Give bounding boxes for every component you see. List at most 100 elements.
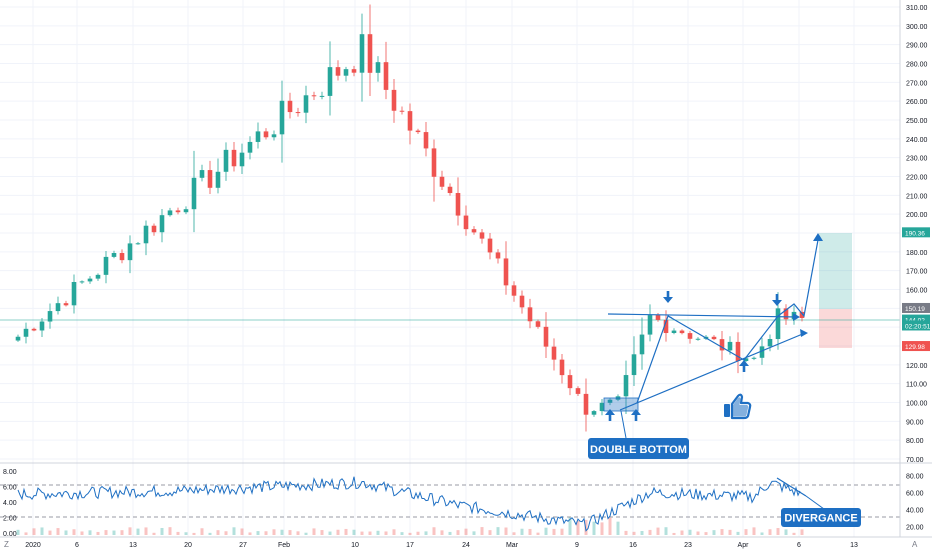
volume-bar bbox=[280, 529, 284, 535]
projection-path[interactable] bbox=[777, 239, 819, 318]
candle-body bbox=[367, 34, 373, 73]
volume-tick-label: 0.00 bbox=[3, 531, 17, 538]
volume-bar bbox=[288, 530, 292, 535]
candle-body bbox=[599, 402, 605, 412]
candle-body bbox=[327, 67, 333, 96]
volume-bar bbox=[744, 529, 748, 535]
volume-bar bbox=[632, 531, 636, 535]
volume-bar bbox=[392, 529, 396, 535]
divergence-label-box[interactable] bbox=[781, 508, 861, 527]
target-profit-zone[interactable] bbox=[819, 233, 852, 309]
volume-bar bbox=[560, 528, 564, 535]
volume-bar bbox=[584, 519, 588, 535]
candle-body bbox=[63, 303, 69, 306]
volume-bar bbox=[264, 531, 268, 535]
target-stop-zone[interactable] bbox=[819, 309, 852, 348]
rsi-tick-label: 60.00 bbox=[906, 491, 924, 498]
volume-bar bbox=[520, 528, 524, 535]
price-tag-label: 150.19 bbox=[905, 306, 925, 313]
price-tick-label: 290.00 bbox=[906, 43, 928, 50]
volume-bar bbox=[712, 530, 716, 535]
corner-label-right[interactable]: A bbox=[912, 540, 918, 549]
volume-bar bbox=[112, 530, 116, 535]
volume-bar bbox=[728, 529, 732, 535]
volume-bar bbox=[328, 531, 332, 535]
rising-support-line[interactable] bbox=[619, 332, 806, 411]
candle-body bbox=[631, 354, 637, 376]
candle-body bbox=[47, 311, 53, 322]
volume-bar bbox=[480, 527, 484, 535]
resistance-line[interactable] bbox=[607, 313, 799, 318]
price-tick-label: 310.00 bbox=[906, 5, 928, 12]
time-tick-label: 10 bbox=[351, 542, 359, 549]
volume-bar bbox=[616, 521, 620, 535]
volume-bar bbox=[672, 532, 676, 535]
candle-body bbox=[175, 210, 181, 213]
candle-body bbox=[151, 225, 157, 233]
resistance-arrowhead bbox=[793, 313, 800, 321]
candle-body bbox=[799, 311, 805, 318]
volume-bar bbox=[272, 529, 276, 535]
pattern-lines[interactable] bbox=[607, 239, 819, 411]
volume-bar bbox=[440, 530, 444, 535]
candle-body bbox=[231, 149, 237, 167]
double-bottom-label-box[interactable] bbox=[588, 438, 689, 459]
volume-bar bbox=[568, 517, 572, 535]
price-tag-label: 02:20:51 bbox=[905, 323, 931, 330]
volume-bar bbox=[552, 528, 556, 535]
candle-body bbox=[127, 243, 133, 261]
arrowheads bbox=[793, 233, 823, 337]
volume-bar bbox=[48, 530, 52, 535]
candle-body bbox=[511, 285, 517, 296]
volume-bar bbox=[16, 529, 20, 535]
price-tick-label: 240.00 bbox=[906, 137, 928, 144]
volume-bar bbox=[768, 529, 772, 535]
price-tag-label: 129.98 bbox=[905, 344, 925, 351]
volume-bar bbox=[384, 531, 388, 535]
volume-bar bbox=[504, 527, 508, 535]
candle-body bbox=[375, 62, 381, 73]
arrow-up-icon bbox=[631, 409, 641, 421]
volume-bar bbox=[320, 530, 324, 535]
candle-body bbox=[479, 232, 485, 239]
candle-body bbox=[71, 282, 77, 306]
volume-tick-label: 4.00 bbox=[3, 500, 17, 507]
zigzag-path[interactable] bbox=[636, 315, 779, 404]
volume-bar bbox=[576, 520, 580, 535]
time-tick-label: 17 bbox=[406, 542, 414, 549]
price-tag-box bbox=[902, 341, 930, 352]
volume-bar bbox=[704, 532, 708, 535]
volume-bar bbox=[128, 527, 132, 535]
time-tick-label: Mar bbox=[506, 542, 519, 549]
volume-bar bbox=[664, 527, 668, 535]
candle-body bbox=[655, 315, 661, 320]
corner-label-left[interactable]: Z bbox=[4, 540, 9, 549]
volume-bar bbox=[432, 527, 436, 535]
candle-body bbox=[711, 336, 717, 340]
candle-body bbox=[159, 215, 165, 233]
volume-bar bbox=[136, 528, 140, 535]
volume-bar bbox=[352, 529, 356, 535]
candle-body bbox=[247, 141, 253, 153]
volume-bar bbox=[608, 517, 612, 535]
price-tick-label: 120.00 bbox=[906, 363, 928, 370]
rsi-line[interactable] bbox=[17, 476, 801, 532]
candle-body bbox=[23, 328, 29, 337]
volume-bar bbox=[648, 529, 652, 535]
volume-bar bbox=[144, 527, 148, 535]
candle-body bbox=[439, 176, 445, 187]
candle-body bbox=[767, 339, 773, 347]
volume-bar bbox=[56, 528, 60, 535]
price-tick-label: 220.00 bbox=[906, 175, 928, 182]
divergence-line[interactable] bbox=[776, 477, 807, 497]
double-bottom-connector bbox=[620, 410, 627, 439]
candle-body bbox=[255, 131, 261, 142]
candle-body bbox=[639, 334, 645, 355]
volume-bar bbox=[152, 532, 156, 535]
time-tick-label: 6 bbox=[75, 542, 79, 549]
target-arrowhead bbox=[813, 233, 823, 241]
pattern-arrows bbox=[605, 291, 782, 421]
thumbs-up-icon bbox=[724, 393, 752, 420]
